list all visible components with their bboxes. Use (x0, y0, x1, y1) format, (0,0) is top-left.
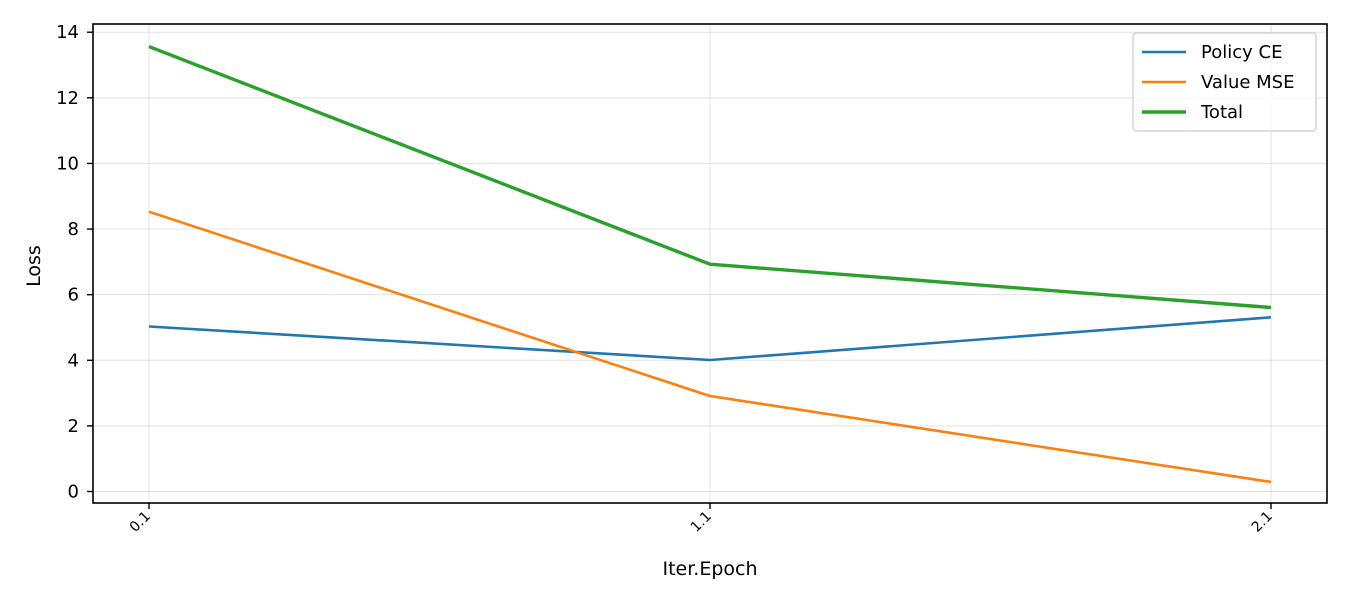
x-tick-label: 2.1 (1249, 509, 1276, 536)
legend-label: Policy CE (1201, 42, 1282, 63)
x-tick-label: 1.1 (688, 509, 715, 536)
series-line-policy-ce (148, 316, 1272, 362)
series-line-total (148, 45, 1272, 310)
y-axis-label: Loss (23, 245, 45, 287)
y-axis-ticks: 0 2 4 6 8 10 12 14 (56, 22, 93, 503)
y-tick-label: 4 (68, 350, 79, 371)
series-line-value-mse (148, 210, 1272, 484)
y-tick-label: 8 (68, 219, 79, 240)
y-tick-label: 12 (56, 88, 79, 109)
y-tick-label: 14 (56, 22, 79, 43)
y-tick-label: 10 (56, 153, 79, 174)
y-tick-label: 0 (68, 482, 79, 503)
x-axis-label: Iter.Epoch (662, 558, 757, 580)
x-tick-label: 0.1 (127, 509, 154, 536)
y-tick-label: 6 (68, 285, 79, 306)
x-axis-ticks: 0.1 1.1 2.1 (127, 503, 1276, 536)
y-tick-label: 2 (68, 416, 79, 437)
legend-box (1132, 32, 1317, 132)
legend-label: Total (1200, 102, 1243, 123)
legend-label: Value MSE (1201, 72, 1294, 93)
series-lines (148, 45, 1272, 484)
legend: Policy CE Value MSE Total (1132, 32, 1317, 132)
